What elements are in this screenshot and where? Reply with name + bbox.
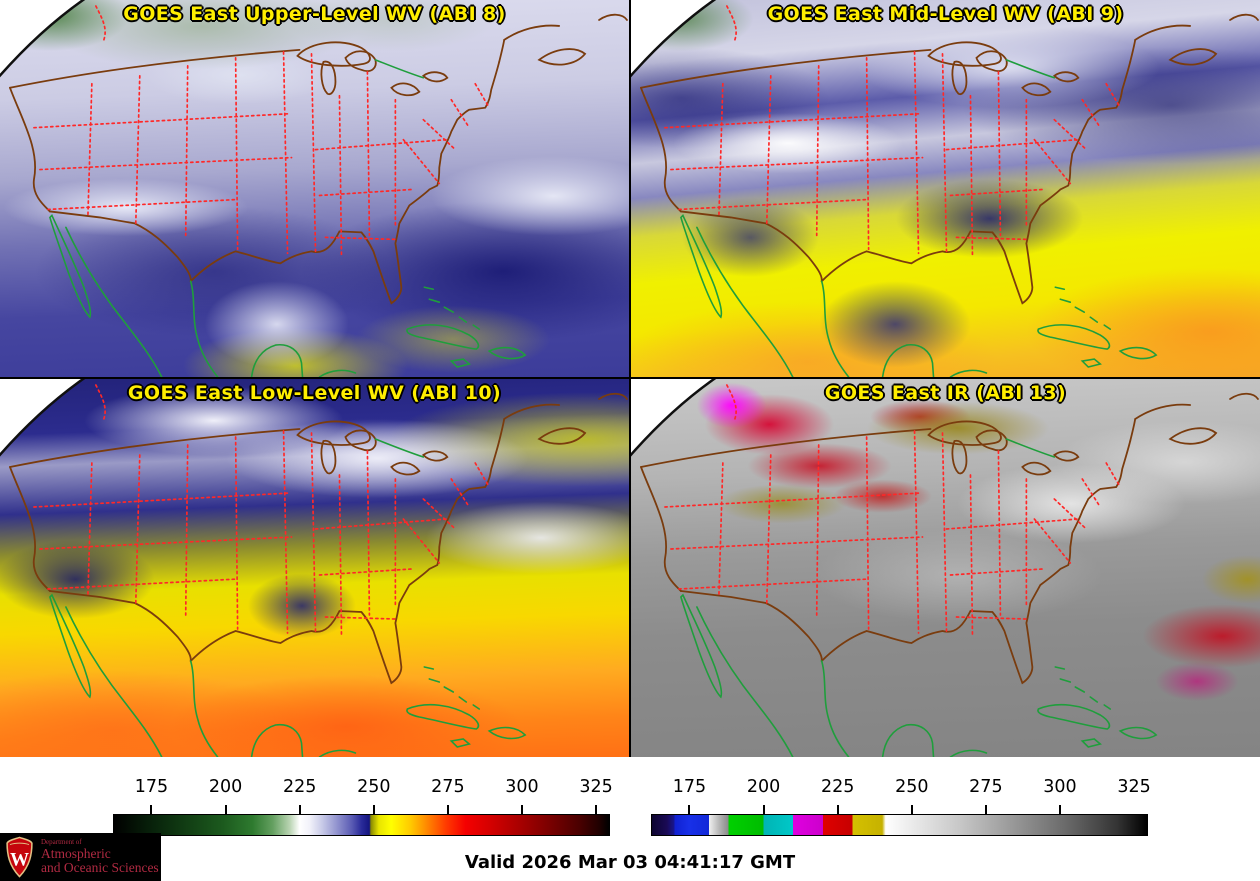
basemap-overlay	[631, 379, 1260, 757]
panel-low-level-wv: GOES East Low-Level WV (ABI 10)	[0, 379, 629, 757]
wv-tick-label: 175	[134, 777, 169, 797]
ir-tick-mark	[762, 805, 765, 814]
footer: 175 200 225 250 275 300 325 175 200 225 …	[0, 757, 1260, 881]
ir-colorbar	[651, 814, 1148, 836]
ir-tick-mark	[1058, 805, 1061, 814]
ir-tick-label: 175	[672, 777, 707, 797]
logo-line-2: and Oceanic Sciences	[41, 860, 159, 876]
panel-ir: GOES East IR (ABI 13)	[631, 379, 1260, 757]
wv-tick-mark	[520, 805, 523, 814]
wv-colorbar	[113, 814, 610, 836]
uw-crest-icon: W	[6, 836, 33, 878]
wv-tick-mark	[298, 805, 301, 814]
satellite-image-grid: GOES East Upper-Level WV (ABI 8) GOES Ea…	[0, 0, 1260, 757]
basemap-overlay	[0, 379, 629, 757]
panel-title-abi10: GOES East Low-Level WV (ABI 10)	[127, 382, 502, 404]
ir-tick-label: 300	[1043, 777, 1077, 797]
wv-tick-label: 275	[431, 777, 465, 797]
basemap-overlay	[0, 0, 629, 377]
logo-line-1: Atmospheric	[41, 846, 111, 861]
valid-time-label: Valid 2026 Mar 03 04:41:17 GMT	[464, 852, 796, 873]
basemap-overlay	[631, 0, 1260, 377]
logo-dept-line: Department of	[41, 837, 82, 846]
panel-title-abi8: GOES East Upper-Level WV (ABI 8)	[123, 3, 506, 25]
wv-tick-label: 250	[357, 777, 391, 797]
ir-tick-label: 325	[1117, 777, 1151, 797]
ir-tick-label: 275	[969, 777, 1003, 797]
uw-aos-logo: W Department of Atmospheric and Oceanic …	[0, 833, 161, 881]
ir-tick-label: 200	[746, 777, 781, 797]
ir-tick-label: 225	[820, 777, 855, 797]
wv-colorbar-group: 175 200 225 250 275 300 325	[113, 757, 613, 881]
ir-tick-mark	[836, 805, 839, 814]
logo-text: Department of Atmospheric and Oceanic Sc…	[41, 837, 159, 876]
wv-tick-mark	[150, 805, 153, 814]
wv-tick-label: 300	[505, 777, 539, 797]
wv-tick-mark	[446, 805, 449, 814]
panel-title-abi13: GOES East IR (ABI 13)	[824, 382, 1067, 404]
ir-colorbar-group: 175 200 225 250 275 300 325	[651, 757, 1151, 881]
wv-tick-mark	[224, 805, 227, 814]
wv-tick-mark	[595, 805, 598, 814]
crest-letter: W	[10, 850, 29, 871]
ir-tick-mark	[984, 805, 987, 814]
panel-mid-level-wv: GOES East Mid-Level WV (ABI 9)	[631, 0, 1260, 377]
ir-tick-mark	[910, 805, 913, 814]
wv-tick-label: 325	[579, 777, 613, 797]
wv-tick-label: 200	[208, 777, 243, 797]
wv-tick-mark	[372, 805, 375, 814]
panel-title-abi9: GOES East Mid-Level WV (ABI 9)	[767, 3, 1124, 25]
wv-tick-label: 225	[282, 777, 317, 797]
panel-upper-level-wv: GOES East Upper-Level WV (ABI 8)	[0, 0, 629, 377]
ir-tick-label: 250	[895, 777, 929, 797]
ir-tick-mark	[688, 805, 691, 814]
